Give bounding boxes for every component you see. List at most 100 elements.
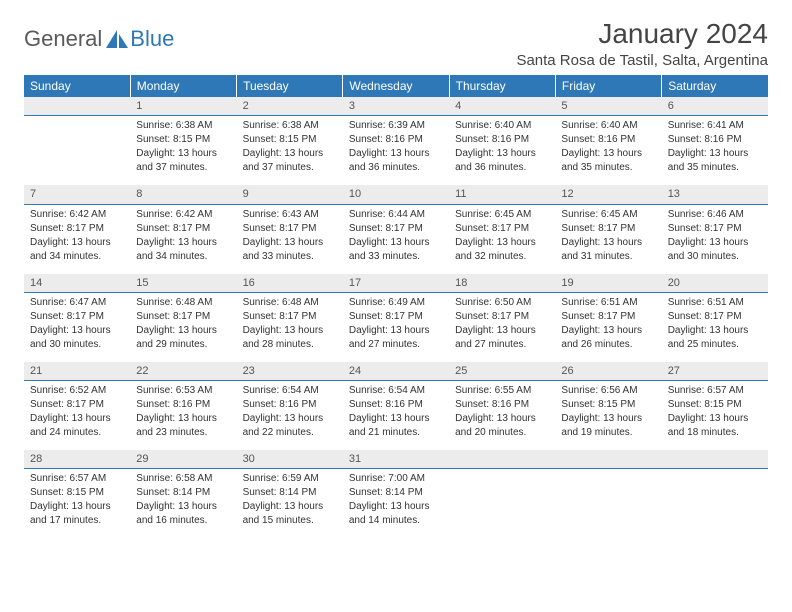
day-number-cell: 20 [662, 274, 768, 293]
day-number-cell: 4 [449, 97, 555, 116]
sunset-text: Sunset: 8:16 PM [136, 398, 230, 411]
month-title: January 2024 [516, 18, 768, 50]
sunset-text: Sunset: 8:17 PM [30, 310, 124, 323]
daylight-text-2: and 30 minutes. [30, 338, 124, 351]
day-number-cell: 23 [237, 362, 343, 381]
sunset-text: Sunset: 8:17 PM [243, 222, 337, 235]
day-detail-cell: Sunrise: 6:40 AMSunset: 8:16 PMDaylight:… [555, 116, 661, 186]
day-number-cell: 12 [555, 185, 661, 204]
logo-text-blue: Blue [130, 26, 174, 52]
sunset-text: Sunset: 8:17 PM [668, 222, 762, 235]
sunrise-text: Sunrise: 6:43 AM [243, 208, 337, 221]
daylight-text-2: and 16 minutes. [136, 514, 230, 527]
daylight-text-2: and 24 minutes. [30, 426, 124, 439]
day-number-cell: 31 [343, 450, 449, 469]
daylight-text-1: Daylight: 13 hours [136, 147, 230, 160]
day-number-cell: 9 [237, 185, 343, 204]
sunrise-text: Sunrise: 6:47 AM [30, 296, 124, 309]
sunrise-text: Sunrise: 6:42 AM [30, 208, 124, 221]
day-detail-cell: Sunrise: 6:41 AMSunset: 8:16 PMDaylight:… [662, 116, 768, 186]
daylight-text-1: Daylight: 13 hours [455, 147, 549, 160]
daylight-text-2: and 37 minutes. [136, 161, 230, 174]
day-detail-cell: Sunrise: 6:47 AMSunset: 8:17 PMDaylight:… [24, 292, 130, 362]
sunset-text: Sunset: 8:17 PM [561, 222, 655, 235]
daylight-text-1: Daylight: 13 hours [243, 236, 337, 249]
daylight-text-2: and 25 minutes. [668, 338, 762, 351]
daylight-text-2: and 22 minutes. [243, 426, 337, 439]
daylight-text-1: Daylight: 13 hours [668, 412, 762, 425]
day-number-cell: 16 [237, 274, 343, 293]
day-detail-cell: Sunrise: 6:45 AMSunset: 8:17 PMDaylight:… [449, 204, 555, 274]
sunset-text: Sunset: 8:16 PM [561, 133, 655, 146]
sunset-text: Sunset: 8:15 PM [136, 133, 230, 146]
daylight-text-2: and 33 minutes. [349, 250, 443, 263]
location-label: Santa Rosa de Tastil, Salta, Argentina [516, 52, 768, 69]
daylight-text-2: and 27 minutes. [455, 338, 549, 351]
day-number-cell: 10 [343, 185, 449, 204]
sunrise-text: Sunrise: 6:57 AM [30, 472, 124, 485]
day-detail-cell: Sunrise: 6:38 AMSunset: 8:15 PMDaylight:… [130, 116, 236, 186]
daylight-text-1: Daylight: 13 hours [243, 147, 337, 160]
daylight-text-1: Daylight: 13 hours [243, 500, 337, 513]
sunrise-text: Sunrise: 6:54 AM [243, 384, 337, 397]
day-number-cell: 2 [237, 97, 343, 116]
sunset-text: Sunset: 8:17 PM [30, 222, 124, 235]
daylight-text-2: and 18 minutes. [668, 426, 762, 439]
day-number-cell: 14 [24, 274, 130, 293]
weekday-header: Monday [130, 75, 236, 97]
calendar-table: Sunday Monday Tuesday Wednesday Thursday… [24, 75, 768, 538]
sunset-text: Sunset: 8:14 PM [349, 486, 443, 499]
day-detail-cell: Sunrise: 6:58 AMSunset: 8:14 PMDaylight:… [130, 469, 236, 539]
sunrise-text: Sunrise: 6:51 AM [561, 296, 655, 309]
day-number-row: 28293031 [24, 450, 768, 469]
day-detail-cell: Sunrise: 6:43 AMSunset: 8:17 PMDaylight:… [237, 204, 343, 274]
day-detail-cell: Sunrise: 6:54 AMSunset: 8:16 PMDaylight:… [343, 381, 449, 451]
sunset-text: Sunset: 8:17 PM [30, 398, 124, 411]
day-detail-cell: Sunrise: 6:51 AMSunset: 8:17 PMDaylight:… [662, 292, 768, 362]
day-detail-cell: Sunrise: 6:46 AMSunset: 8:17 PMDaylight:… [662, 204, 768, 274]
weekday-header: Friday [555, 75, 661, 97]
day-number-cell: 21 [24, 362, 130, 381]
day-number-row: 123456 [24, 97, 768, 116]
sunset-text: Sunset: 8:17 PM [349, 222, 443, 235]
day-detail-cell: Sunrise: 6:45 AMSunset: 8:17 PMDaylight:… [555, 204, 661, 274]
daylight-text-2: and 28 minutes. [243, 338, 337, 351]
day-detail-cell: Sunrise: 6:38 AMSunset: 8:15 PMDaylight:… [237, 116, 343, 186]
day-detail-cell: Sunrise: 6:51 AMSunset: 8:17 PMDaylight:… [555, 292, 661, 362]
day-detail-cell: Sunrise: 6:40 AMSunset: 8:16 PMDaylight:… [449, 116, 555, 186]
sunrise-text: Sunrise: 6:45 AM [455, 208, 549, 221]
day-detail-cell: Sunrise: 6:57 AMSunset: 8:15 PMDaylight:… [662, 381, 768, 451]
day-number-cell [449, 450, 555, 469]
sunrise-text: Sunrise: 6:53 AM [136, 384, 230, 397]
day-number-cell: 29 [130, 450, 236, 469]
day-number-cell: 30 [237, 450, 343, 469]
daylight-text-1: Daylight: 13 hours [136, 236, 230, 249]
sunset-text: Sunset: 8:15 PM [561, 398, 655, 411]
day-detail-row: Sunrise: 6:42 AMSunset: 8:17 PMDaylight:… [24, 204, 768, 274]
sunset-text: Sunset: 8:17 PM [455, 310, 549, 323]
daylight-text-2: and 36 minutes. [349, 161, 443, 174]
sunset-text: Sunset: 8:17 PM [136, 310, 230, 323]
sunrise-text: Sunrise: 6:42 AM [136, 208, 230, 221]
day-number-row: 14151617181920 [24, 274, 768, 293]
calendar-page: General Blue January 2024 Santa Rosa de … [0, 0, 792, 556]
logo-text-general: General [24, 26, 102, 52]
daylight-text-2: and 17 minutes. [30, 514, 124, 527]
day-detail-cell: Sunrise: 6:52 AMSunset: 8:17 PMDaylight:… [24, 381, 130, 451]
sunset-text: Sunset: 8:15 PM [243, 133, 337, 146]
daylight-text-1: Daylight: 13 hours [30, 500, 124, 513]
daylight-text-2: and 34 minutes. [30, 250, 124, 263]
day-number-cell: 26 [555, 362, 661, 381]
daylight-text-2: and 31 minutes. [561, 250, 655, 263]
sunrise-text: Sunrise: 6:55 AM [455, 384, 549, 397]
daylight-text-1: Daylight: 13 hours [668, 324, 762, 337]
sunset-text: Sunset: 8:16 PM [349, 398, 443, 411]
day-detail-row: Sunrise: 6:38 AMSunset: 8:15 PMDaylight:… [24, 116, 768, 186]
daylight-text-2: and 35 minutes. [668, 161, 762, 174]
daylight-text-1: Daylight: 13 hours [349, 236, 443, 249]
day-number-cell [662, 450, 768, 469]
daylight-text-1: Daylight: 13 hours [455, 236, 549, 249]
daylight-text-1: Daylight: 13 hours [455, 324, 549, 337]
sunrise-text: Sunrise: 6:38 AM [136, 119, 230, 132]
daylight-text-1: Daylight: 13 hours [243, 324, 337, 337]
